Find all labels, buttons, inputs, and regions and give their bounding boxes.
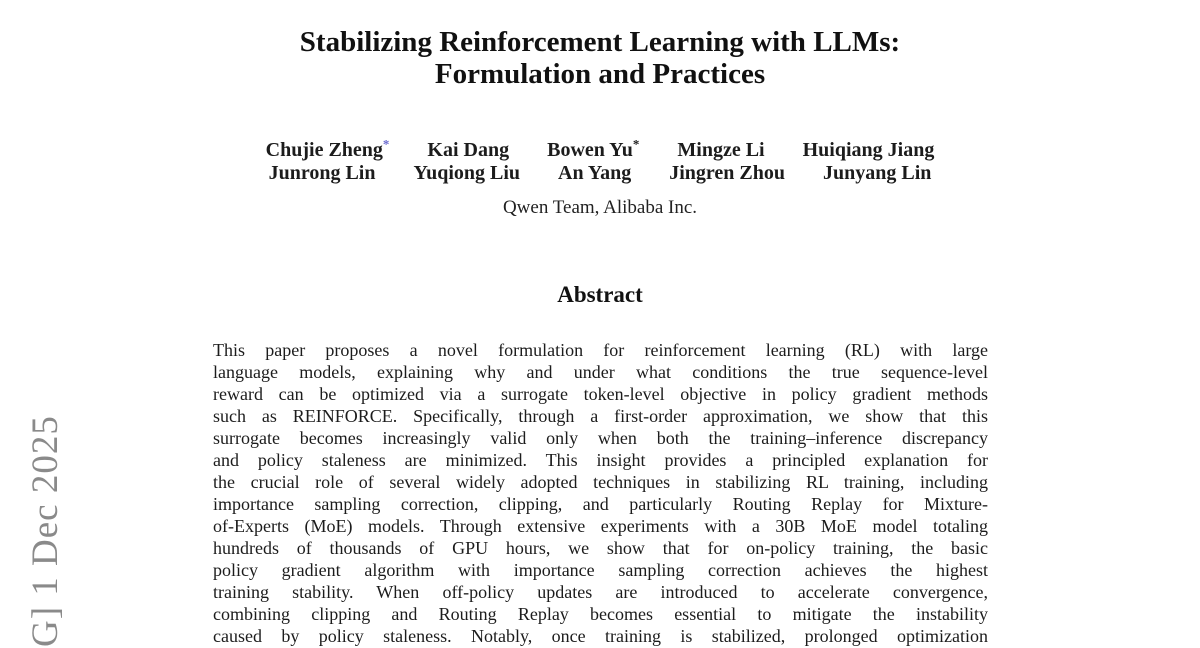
abstract-line: language models, explaining why and unde… <box>213 362 988 382</box>
author-name-text: An Yang <box>558 162 632 184</box>
author-footnote-mark: * <box>632 136 640 152</box>
author-name-text: Huiqiang Jiang <box>802 139 935 161</box>
author-row-2: Junrong Lin Yuqiong Liu An Yang Jingren … <box>0 162 1200 185</box>
author-name-text: Chujie Zheng <box>265 139 383 161</box>
abstract-line: such as REINFORCE. Specifically, through… <box>213 406 988 426</box>
author-name: Junyang Lin <box>823 162 931 185</box>
abstract-line: combining clipping and Routing Replay be… <box>213 604 988 624</box>
abstract-line: reward can be optimized via a surrogate … <box>213 384 988 404</box>
author-name-text: Junrong Lin <box>268 162 376 184</box>
author-name-text: Jingren Zhou <box>669 162 786 184</box>
abstract-body: This paper proposes a novel formulation … <box>213 339 988 647</box>
author-name: Mingze Li <box>677 139 764 162</box>
author-name: Huiqiang Jiang <box>803 139 935 162</box>
abstract-line: This paper proposes a novel formulation … <box>213 340 988 360</box>
abstract-line: policy gradient algorithm with importanc… <box>213 560 988 580</box>
abstract-line: importance sampling correction, clipping… <box>213 494 988 514</box>
author-name: Bowen Yu* <box>547 136 640 162</box>
affiliation: Qwen Team, Alibaba Inc. <box>502 197 698 218</box>
abstract-heading: Abstract <box>557 282 643 307</box>
author-name: An Yang <box>558 162 631 185</box>
author-name: Chujie Zheng* <box>265 136 390 162</box>
abstract-line: the crucial role of several widely adopt… <box>213 472 988 492</box>
author-block: Chujie Zheng* Kai Dang Bowen Yu* Mingze … <box>0 136 1200 185</box>
abstract-line: of-Experts (MoE) models. Through extensi… <box>213 516 988 536</box>
author-name: Kai Dang <box>427 139 509 162</box>
paper-title: Stabilizing Reinforcement Learning with … <box>0 26 1200 90</box>
title-line-1: Stabilizing Reinforcement Learning with … <box>299 26 901 58</box>
author-name: Junrong Lin <box>269 162 376 185</box>
abstract-line: hundreds of thousands of GPU hours, we s… <box>213 538 988 558</box>
abstract-line: surrogate becomes increasingly valid onl… <box>213 428 988 448</box>
author-row-1: Chujie Zheng* Kai Dang Bowen Yu* Mingze … <box>0 136 1200 162</box>
author-name-text: Yuqiong Liu <box>413 162 521 184</box>
author-name-text: Bowen Yu <box>547 139 633 161</box>
author-name-text: Mingze Li <box>677 139 765 161</box>
author-name-text: Kai Dang <box>427 139 510 161</box>
author-footnote-mark: * <box>382 136 390 152</box>
arxiv-watermark: G] 1 Dec 2025 <box>25 415 66 647</box>
abstract-line: training stability. When off-policy upda… <box>213 582 988 602</box>
author-name-text: Junyang Lin <box>823 162 932 184</box>
title-line-2: Formulation and Practices <box>434 58 766 90</box>
author-name: Yuqiong Liu <box>413 162 520 185</box>
author-name: Jingren Zhou <box>669 162 785 185</box>
abstract-line: caused by policy staleness. Notably, onc… <box>213 626 988 646</box>
abstract-line: and policy staleness are minimized. This… <box>213 450 988 470</box>
